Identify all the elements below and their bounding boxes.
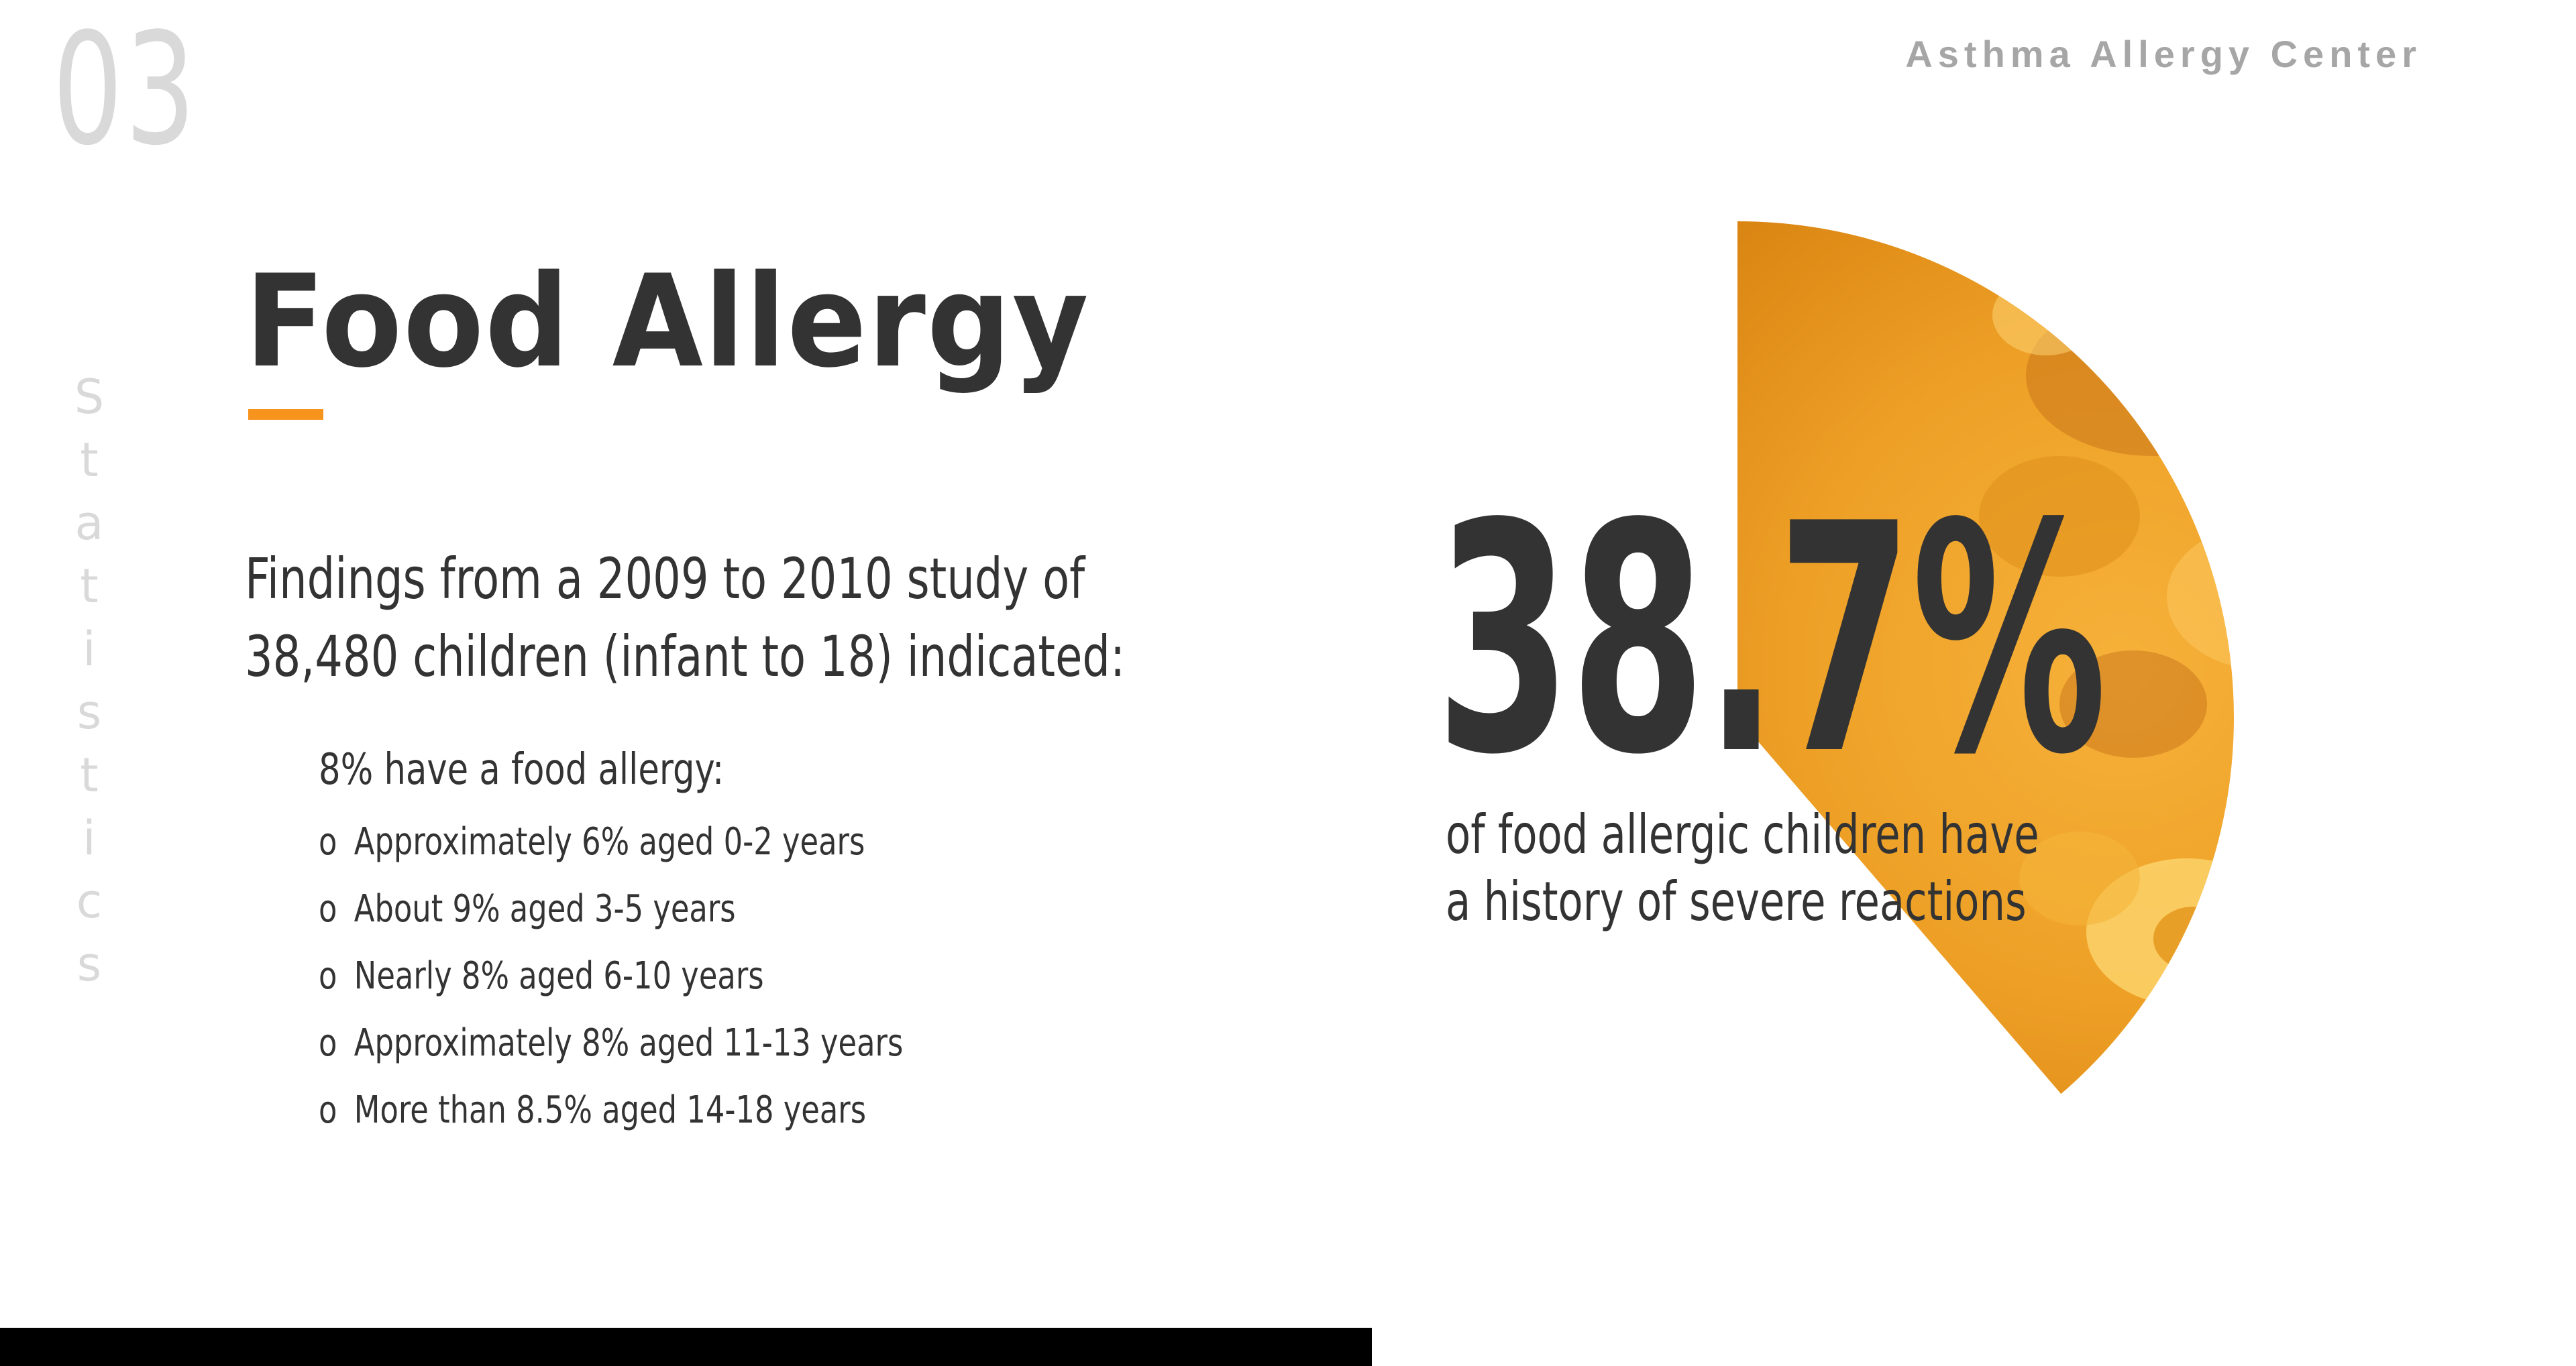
stat-caption-line: a history of severe reactions	[1446, 870, 2027, 933]
list-item-text: More than 8.5% aged 14-18 years	[354, 1088, 867, 1132]
list-item: o About 9% aged 3-5 years	[319, 876, 903, 943]
list-item-text: About 9% aged 3-5 years	[354, 887, 736, 931]
pie-slice-graphic	[1476, 221, 2469, 1214]
vertical-letter: t	[80, 433, 99, 488]
page-title: Food Allergy	[245, 247, 1090, 396]
bullet-marker: o	[319, 1088, 337, 1132]
list-item-text: Approximately 8% aged 11-13 years	[354, 1021, 904, 1065]
vertical-letter: c	[76, 874, 103, 929]
list-item: o Nearly 8% aged 6-10 years	[319, 943, 903, 1010]
vertical-section-label: S t a t i s t i c s	[72, 365, 106, 996]
findings-lead: 8% have a food allergy:	[319, 745, 724, 795]
bullet-marker: o	[319, 1021, 337, 1065]
stat-caption: of food allergic children have a history…	[1446, 801, 2039, 935]
vertical-letter: s	[76, 685, 102, 740]
food-image-pie-icon	[1737, 221, 2235, 1094]
bullet-marker: o	[319, 954, 337, 998]
list-item-text: Nearly 8% aged 6-10 years	[354, 954, 764, 998]
big-stat-value: 38.7%	[1436, 457, 2107, 823]
bullet-marker: o	[319, 820, 337, 864]
intro-text: Findings from a 2009 to 2010 study of 38…	[245, 540, 1125, 695]
findings-list: 8% have a food allergy: o Approximately …	[319, 743, 903, 1144]
vertical-letter: i	[83, 811, 96, 866]
slide-number: 03	[52, 1, 198, 180]
bottom-bar	[0, 1328, 1372, 1366]
list-item-text: Approximately 6% aged 0-2 years	[354, 820, 865, 864]
brand-name: Asthma Allergy Center	[1905, 33, 2422, 75]
vertical-letter: S	[74, 369, 105, 424]
title-underline	[248, 409, 323, 420]
vertical-letter: s	[76, 937, 102, 992]
intro-line: Findings from a 2009 to 2010 study of	[245, 546, 1085, 612]
vertical-letter: t	[80, 559, 99, 614]
bullet-marker: o	[319, 887, 337, 931]
stat-caption-line: of food allergic children have	[1446, 803, 2039, 866]
vertical-letter: t	[80, 748, 99, 803]
intro-line: 38,480 children (infant to 18) indicated…	[245, 624, 1126, 689]
list-item: o Approximately 6% aged 0-2 years	[319, 809, 903, 876]
vertical-letter: a	[74, 496, 104, 551]
vertical-letter: i	[83, 622, 96, 677]
list-item: o Approximately 8% aged 11-13 years	[319, 1010, 903, 1077]
list-item: o More than 8.5% aged 14-18 years	[319, 1077, 903, 1144]
